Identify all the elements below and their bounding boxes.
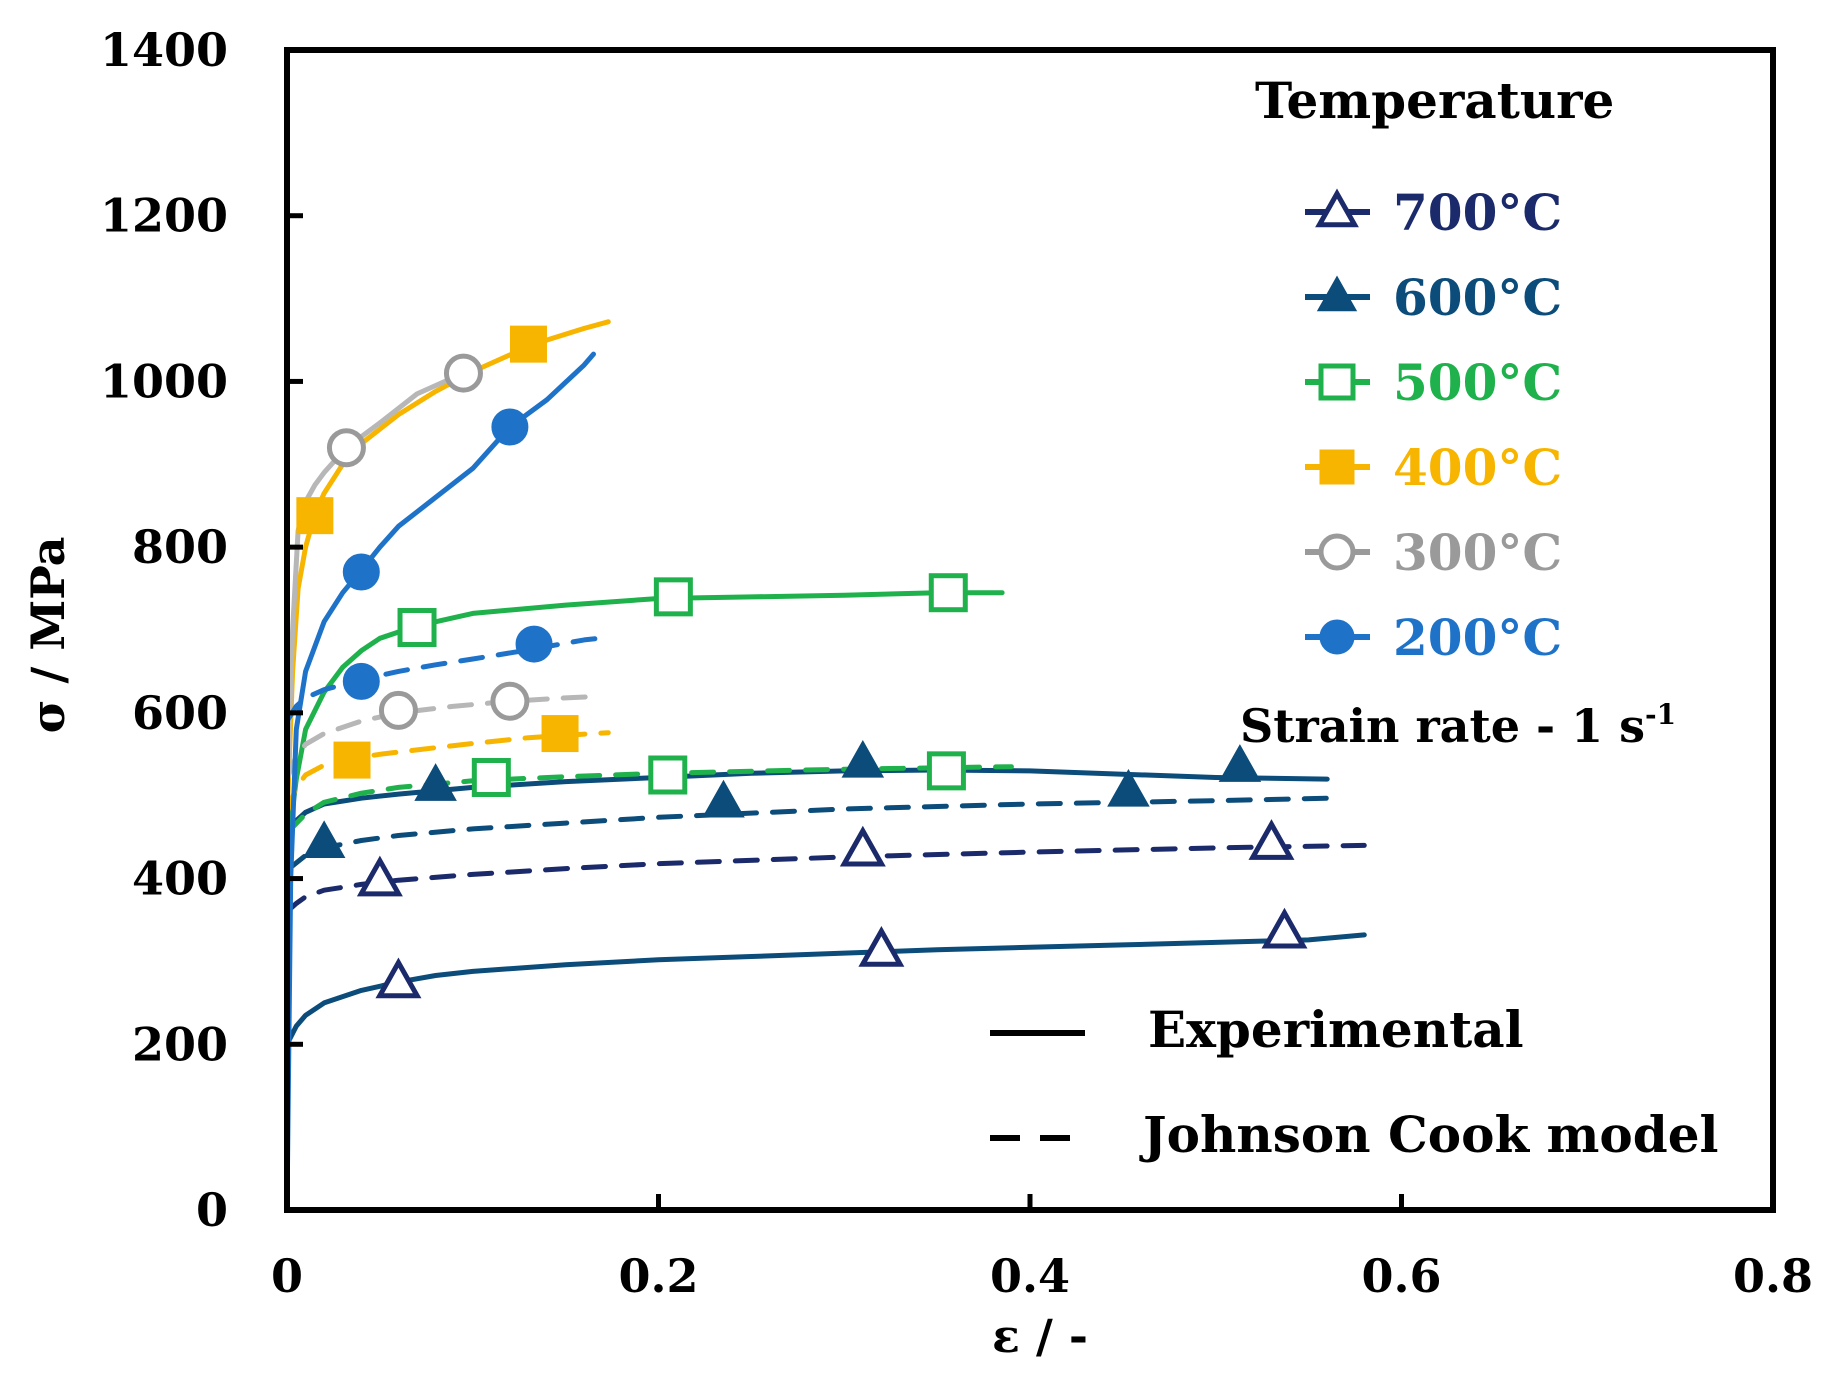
y-tick-label-1200: 1200 bbox=[100, 189, 228, 243]
data-point-600c-experimental-3 bbox=[841, 739, 885, 778]
y-tick-label-600: 600 bbox=[132, 686, 228, 740]
data-point-700c-experimental-1 bbox=[858, 926, 905, 967]
data-point-200c-model-0 bbox=[342, 662, 380, 700]
data-point-200c-model-1 bbox=[515, 625, 553, 663]
series-line-600c-model bbox=[284, 795, 1330, 873]
legend-marker-3 bbox=[1319, 449, 1355, 485]
data-point-500c-experimental-1 bbox=[653, 577, 693, 617]
series-line-200c-experimental bbox=[284, 351, 596, 1213]
series-line-300c-experimental bbox=[284, 370, 466, 799]
data-point-700c-experimental-0 bbox=[375, 957, 422, 999]
legend-label-1: 600°C bbox=[1393, 268, 1562, 327]
series-line-700c-experimental bbox=[284, 932, 1367, 1047]
data-point-500c-model-0 bbox=[471, 757, 511, 797]
y-axis-label: σ / MPa bbox=[21, 537, 75, 734]
data-point-700c-model-2 bbox=[1248, 819, 1295, 860]
data-point-400c-experimental-0 bbox=[296, 497, 334, 535]
legend-marker-5 bbox=[1319, 619, 1355, 655]
data-point-200c-experimental-0 bbox=[342, 553, 380, 591]
legend-label-2: 500°C bbox=[1393, 353, 1562, 412]
data-point-200c-experimental-1 bbox=[491, 408, 529, 446]
legend-label-0: 700°C bbox=[1393, 183, 1562, 242]
data-point-400c-model-1 bbox=[541, 715, 579, 753]
y-tick-label-800: 800 bbox=[132, 520, 228, 574]
data-point-400c-experimental-1 bbox=[509, 325, 547, 363]
y-tick-label-1400: 1400 bbox=[100, 23, 228, 77]
data-point-500c-experimental-0 bbox=[397, 608, 437, 648]
experimental-legend-label: Experimental bbox=[1148, 1000, 1524, 1059]
data-point-600c-experimental-2 bbox=[702, 779, 745, 818]
data-point-600c-experimental-0 bbox=[302, 820, 346, 859]
series-layer bbox=[284, 319, 1367, 1213]
y-tick-label-400: 400 bbox=[132, 852, 228, 906]
y-tick-label-1000: 1000 bbox=[100, 354, 228, 408]
data-point-300c-model-0 bbox=[378, 690, 418, 730]
series-line-400c-model bbox=[284, 730, 611, 815]
x-tick-label-0.6: 0.6 bbox=[1361, 1249, 1441, 1303]
legend-marker-2 bbox=[1318, 363, 1356, 401]
legend-marker-4 bbox=[1318, 533, 1356, 571]
x-tick-label-0: 0 bbox=[271, 1249, 303, 1303]
data-point-600c-experimental-5 bbox=[1218, 744, 1262, 782]
x-axis-label: ε / - bbox=[992, 1309, 1088, 1363]
model-legend-label: Johnson Cook model bbox=[1139, 1105, 1719, 1164]
legend-label-3: 400°C bbox=[1393, 438, 1562, 497]
series-line-700c-model bbox=[284, 842, 1367, 915]
x-tick-label-0.4: 0.4 bbox=[990, 1249, 1070, 1303]
legend-title: Temperature bbox=[1255, 71, 1614, 130]
data-point-700c-model-0 bbox=[356, 855, 403, 897]
data-point-500c-experimental-2 bbox=[928, 573, 968, 613]
axes-layer: 0 200 400 600 800 1000 1200 1400 0 0.2 0.4 0.6 0.8 bbox=[100, 23, 1813, 1303]
data-point-700c-experimental-2 bbox=[1261, 907, 1308, 949]
x-tick-label-0.2: 0.2 bbox=[618, 1249, 698, 1303]
data-point-300c-experimental-0 bbox=[326, 428, 366, 468]
y-tick-label-200: 200 bbox=[132, 1017, 228, 1071]
y-tick-label-0: 0 bbox=[196, 1183, 228, 1237]
marker-layer bbox=[296, 325, 1308, 999]
x-tick-label-0.8: 0.8 bbox=[1733, 1249, 1813, 1303]
data-point-500c-model-2 bbox=[926, 751, 966, 791]
data-point-600c-experimental-1 bbox=[414, 763, 457, 801]
strain-rate-exponent: -1 bbox=[1645, 698, 1676, 731]
series-line-300c-model bbox=[284, 693, 602, 782]
legend: 700°C 600°C 500°C 400°C 300°C 200°C bbox=[1305, 183, 1562, 667]
legend-label-4: 300°C bbox=[1393, 523, 1562, 582]
legend-marker-1 bbox=[1316, 275, 1358, 312]
data-point-600c-experimental-4 bbox=[1107, 768, 1150, 807]
strain-rate-annotation: Strain rate - 1 s-1 bbox=[1240, 698, 1676, 753]
data-point-400c-model-0 bbox=[333, 741, 371, 779]
legend-label-5: 200°C bbox=[1393, 608, 1562, 667]
strain-rate-base: Strain rate - 1 s bbox=[1240, 699, 1645, 753]
data-point-700c-model-1 bbox=[839, 825, 886, 867]
data-point-500c-model-1 bbox=[648, 755, 688, 795]
data-point-300c-model-1 bbox=[490, 681, 530, 721]
legend-marker-0 bbox=[1315, 188, 1359, 228]
data-point-300c-experimental-1 bbox=[443, 353, 483, 393]
